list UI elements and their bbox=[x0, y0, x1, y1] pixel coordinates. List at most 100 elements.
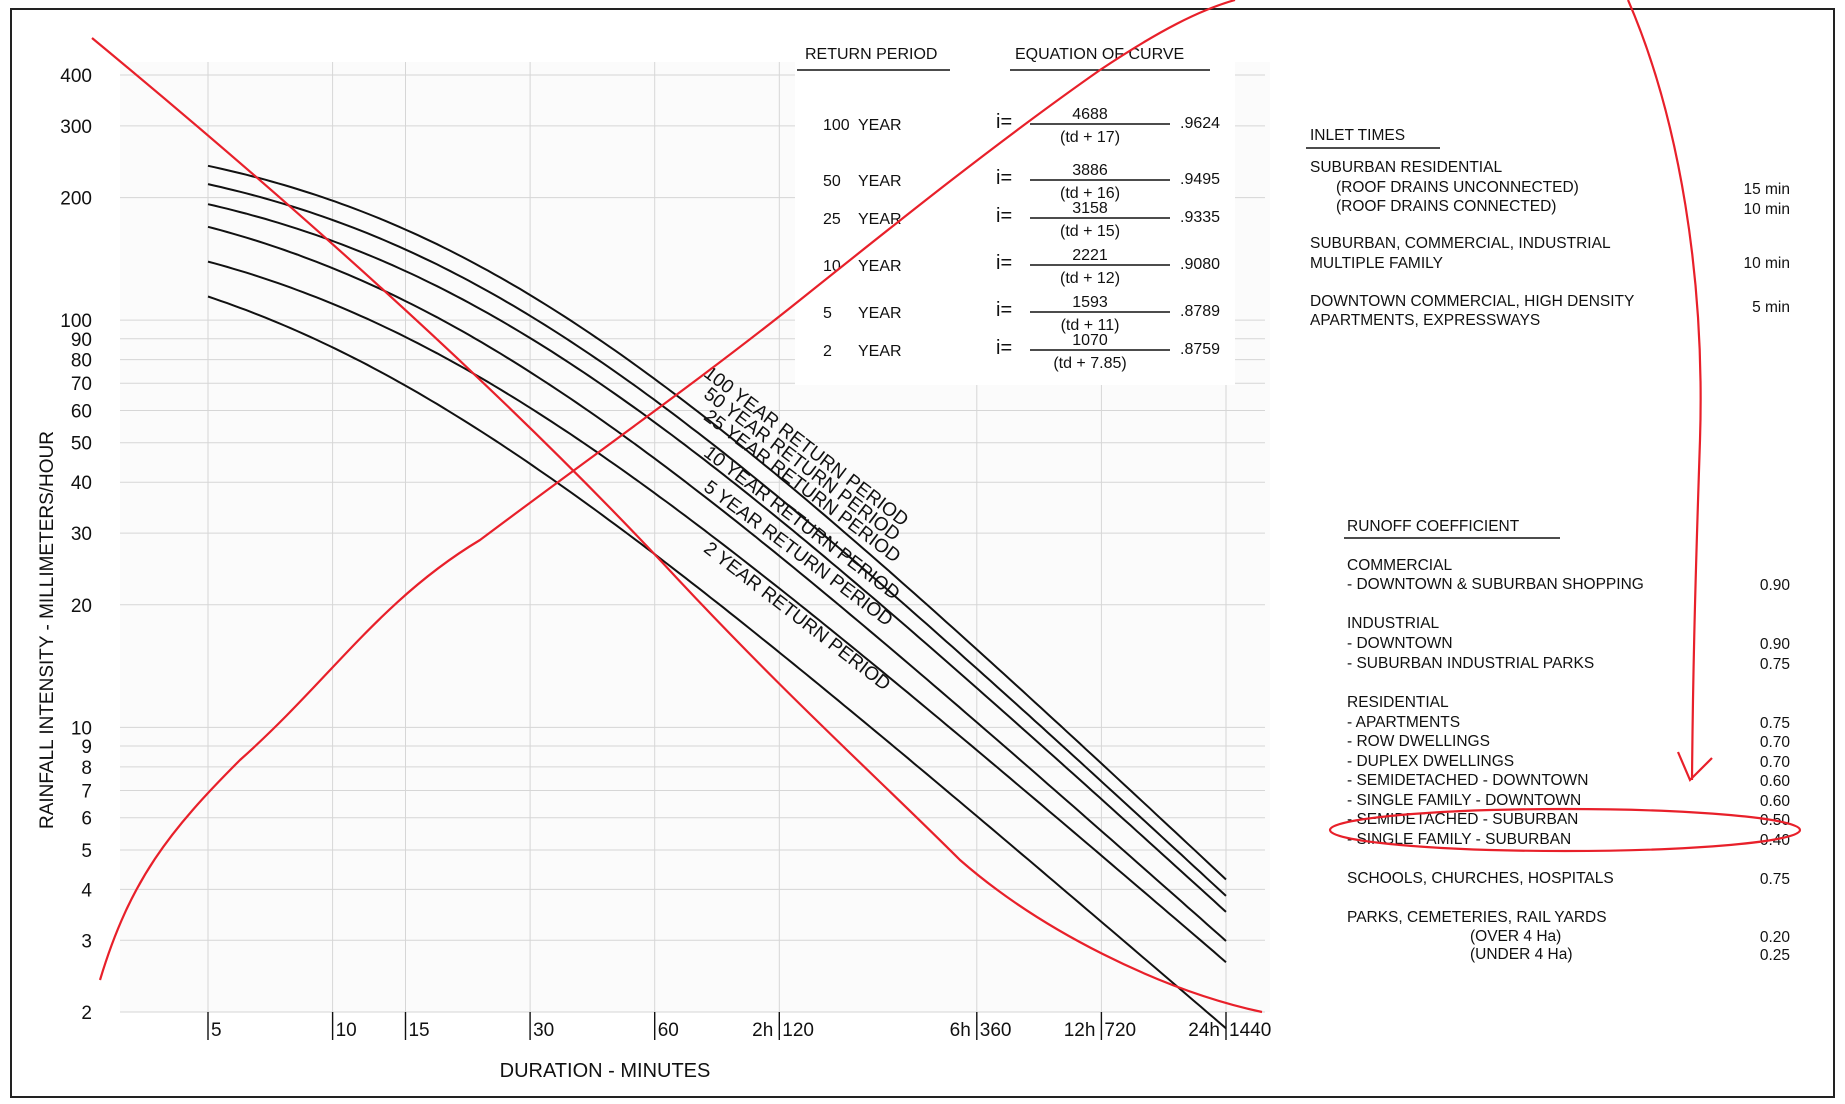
runoff-line-text: - DOWNTOWN bbox=[1347, 635, 1453, 652]
y-tick-label: 8 bbox=[81, 758, 92, 779]
y-tick-label: 80 bbox=[71, 351, 92, 372]
runoff-line-text: - APARTMENTS bbox=[1347, 714, 1460, 731]
runoff-line-value: 0.20 bbox=[1760, 929, 1791, 946]
y-tick-label: 4 bbox=[81, 880, 92, 901]
inlet-line-value: 5 min bbox=[1752, 299, 1790, 316]
runoff-line-value: 0.75 bbox=[1760, 715, 1790, 732]
inlet-line-value: 15 min bbox=[1743, 181, 1790, 198]
x-hour-label: 12h bbox=[1064, 1020, 1096, 1041]
red-annotations bbox=[91, 0, 1802, 1014]
runoff-line-text: (UNDER 4 Ha) bbox=[1470, 946, 1572, 963]
runoff-line-text: - SEMIDETACHED - DOWNTOWN bbox=[1347, 772, 1588, 789]
curve-25-year bbox=[207, 203, 1227, 913]
runoff-line-text: PARKS, CEMETERIES, RAIL YARDS bbox=[1347, 909, 1607, 926]
eq-row-period-num: 10 bbox=[823, 258, 841, 275]
x-hour-label: 24h bbox=[1188, 1020, 1220, 1041]
inlet-line-text: MULTIPLE FAMILY bbox=[1310, 255, 1443, 272]
eq-row-exponent: .8789 bbox=[1180, 303, 1220, 320]
y-tick-label: 200 bbox=[60, 189, 92, 210]
curve-50-year bbox=[207, 183, 1227, 897]
eq-row-period-unit: YEAR bbox=[858, 305, 902, 322]
runoff-line-text: - SINGLE FAMILY - DOWNTOWN bbox=[1347, 792, 1581, 809]
red-annotation-highlight-ellipse bbox=[1328, 807, 1802, 853]
runoff-line-text: - SUBURBAN INDUSTRIAL PARKS bbox=[1347, 655, 1594, 672]
y-tick-label: 9 bbox=[81, 737, 92, 758]
runoff-line-value: 0.75 bbox=[1760, 656, 1790, 673]
eq-row-period-unit: YEAR bbox=[858, 258, 902, 275]
eq-row-exponent: .9624 bbox=[1180, 115, 1220, 132]
eq-row-numerator: 1593 bbox=[1072, 294, 1108, 311]
eq-row-period-num: 5 bbox=[823, 305, 832, 322]
runoff-line-value: 0.75 bbox=[1760, 871, 1790, 888]
eq-row-prefix: i= bbox=[996, 299, 1012, 321]
chart-frame bbox=[10, 8, 1835, 1098]
eq-row-denominator: (td + 11) bbox=[1061, 317, 1120, 334]
runoff-line-text: - SEMIDETACHED - SUBURBAN bbox=[1347, 811, 1578, 828]
y-tick-label: 2 bbox=[81, 1003, 92, 1024]
eq-row-numerator: 1070 bbox=[1072, 332, 1108, 349]
red-annotation-diagonal-curve bbox=[98, 0, 1236, 981]
eq-row-period-unit: YEAR bbox=[858, 343, 902, 360]
y-tick-label: 30 bbox=[71, 524, 92, 545]
y-tick-label: 6 bbox=[81, 809, 92, 830]
runoff-line-text: SCHOOLS, CHURCHES, HOSPITALS bbox=[1347, 870, 1614, 887]
y-tick-label: 7 bbox=[81, 781, 92, 802]
inlet-line-text: APARTMENTS, EXPRESSWAYS bbox=[1310, 312, 1540, 329]
x-tick-label: 5 bbox=[211, 1020, 222, 1041]
y-tick-label: 50 bbox=[71, 434, 92, 455]
eq-row-period-num: 100 bbox=[823, 117, 850, 134]
eq-row-prefix: i= bbox=[996, 252, 1012, 274]
eq-row-numerator: 4688 bbox=[1072, 106, 1108, 123]
eq-row-prefix: i= bbox=[996, 337, 1012, 359]
y-tick-label: 10 bbox=[71, 718, 92, 739]
return-period-header: RETURN PERIOD bbox=[805, 46, 937, 63]
runoff-line-value: 0.70 bbox=[1760, 734, 1791, 751]
equation-header: EQUATION OF CURVE bbox=[1015, 46, 1184, 63]
runoff-line-text: - ROW DWELLINGS bbox=[1347, 733, 1490, 750]
red-annotation-falling-line bbox=[91, 37, 1263, 1014]
x-tick-label: 1440 bbox=[1229, 1020, 1271, 1041]
curve-2-year bbox=[207, 295, 1227, 1030]
runoff-line-text: COMMERCIAL bbox=[1347, 557, 1452, 574]
eq-row-period-unit: YEAR bbox=[858, 173, 902, 190]
x-tick-label: 120 bbox=[782, 1020, 814, 1041]
y-tick-label: 300 bbox=[60, 117, 92, 138]
inlet-times-title: INLET TIMES bbox=[1310, 127, 1405, 144]
inlet-line-text: DOWNTOWN COMMERCIAL, HIGH DENSITY bbox=[1310, 293, 1634, 310]
curve-10-year bbox=[207, 225, 1227, 942]
y-axis-label: RAINFALL INTENSITY - MILLIMETERS/HOUR bbox=[37, 431, 58, 829]
x-tick-label: 360 bbox=[980, 1020, 1012, 1041]
eq-row-numerator: 3886 bbox=[1072, 162, 1108, 179]
x-tick-label: 720 bbox=[1104, 1020, 1136, 1041]
eq-row-prefix: i= bbox=[996, 205, 1012, 227]
eq-row-exponent: .9335 bbox=[1180, 209, 1220, 226]
x-hour-label: 6h bbox=[950, 1020, 971, 1041]
runoff-line-text: - DUPLEX DWELLINGS bbox=[1347, 753, 1514, 770]
eq-row-period-num: 25 bbox=[823, 211, 841, 228]
y-tick-label: 400 bbox=[60, 66, 92, 87]
runoff-line-value: 0.70 bbox=[1760, 754, 1791, 771]
curve-5-year bbox=[207, 260, 1227, 963]
eq-row-exponent: .9495 bbox=[1180, 171, 1220, 188]
curve-100-year bbox=[207, 164, 1227, 881]
eq-row-numerator: 2221 bbox=[1072, 247, 1108, 264]
runoff-line-value: 0.60 bbox=[1760, 773, 1791, 790]
equation-table: RETURN PERIOD EQUATION OF CURVE 100 YEAR i= 4… bbox=[795, 35, 1235, 385]
x-tick-label: 60 bbox=[658, 1020, 679, 1041]
runoff-line-value: 0.90 bbox=[1760, 636, 1791, 653]
eq-row-period-num: 50 bbox=[823, 173, 841, 190]
x-tick-label: 30 bbox=[533, 1020, 554, 1041]
runoff-line-text: (OVER 4 Ha) bbox=[1470, 928, 1561, 945]
runoff-line-value: 0.25 bbox=[1760, 947, 1790, 964]
runoff-line-value: 0.90 bbox=[1760, 577, 1791, 594]
runoff-line-text: INDUSTRIAL bbox=[1347, 615, 1440, 632]
inlet-line-text: (ROOF DRAINS CONNECTED) bbox=[1336, 198, 1556, 215]
red-annotation-arrowhead bbox=[1676, 751, 1713, 782]
inlet-line-text: SUBURBAN RESIDENTIAL bbox=[1310, 159, 1502, 176]
y-tick-label: 5 bbox=[81, 841, 92, 862]
eq-row-denominator: (td + 15) bbox=[1060, 223, 1120, 240]
runoff-line-text: RESIDENTIAL bbox=[1347, 694, 1449, 711]
x-axis-label: DURATION - MINUTES bbox=[500, 1060, 711, 1082]
eq-row-denominator: (td + 12) bbox=[1060, 270, 1120, 287]
